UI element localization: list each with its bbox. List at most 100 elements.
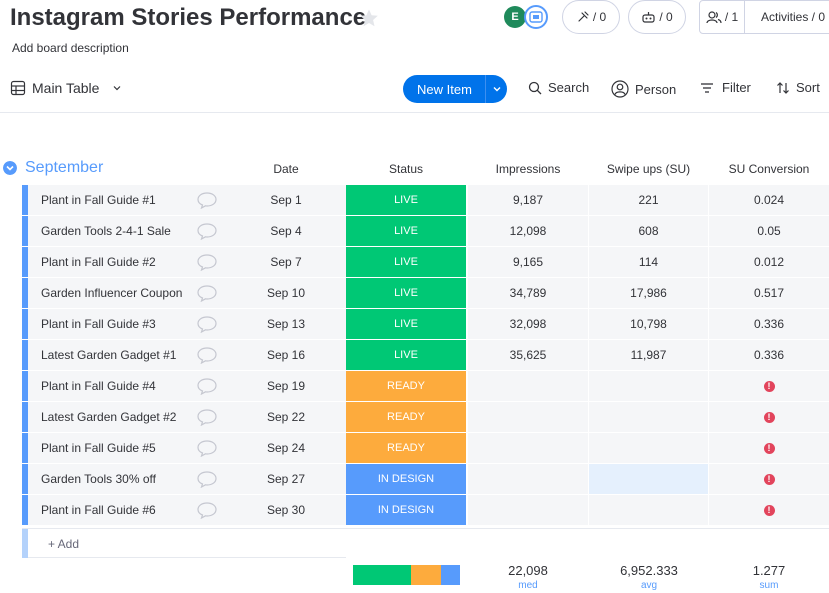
status-cell[interactable]: LIVE bbox=[346, 185, 466, 215]
su-conversion-cell[interactable]: ! bbox=[709, 371, 829, 401]
error-icon[interactable]: ! bbox=[763, 504, 775, 516]
status-summary-bar[interactable] bbox=[353, 565, 460, 585]
swipe-ups-cell[interactable]: 11,987 bbox=[589, 340, 708, 370]
comment-bubble-icon[interactable] bbox=[196, 439, 218, 457]
status-cell[interactable]: LIVE bbox=[346, 278, 466, 308]
impressions-cell[interactable]: 34,789 bbox=[468, 278, 588, 308]
impressions-cell[interactable]: 35,625 bbox=[468, 340, 588, 370]
item-name[interactable]: Plant in Fall Guide #2 bbox=[41, 255, 156, 269]
column-header-su-conversion[interactable]: SU Conversion bbox=[728, 162, 810, 176]
item-name-cell[interactable]: Plant in Fall Guide #3 bbox=[28, 309, 226, 339]
status-cell[interactable]: LIVE bbox=[346, 340, 466, 370]
column-header-impressions[interactable]: Impressions bbox=[495, 162, 561, 176]
item-name-cell[interactable]: Plant in Fall Guide #2 bbox=[28, 247, 226, 277]
comment-bubble-icon[interactable] bbox=[196, 315, 218, 333]
comment-bubble-icon[interactable] bbox=[196, 408, 218, 426]
add-item-input[interactable]: + Add bbox=[48, 537, 80, 551]
person-filter-button[interactable]: Person bbox=[611, 80, 676, 98]
table-row[interactable]: Latest Garden Gadget #1 Sep 16 LIVE 35,625 1… bbox=[22, 340, 829, 371]
table-row[interactable]: Plant in Fall Guide #4 Sep 19 READY! bbox=[22, 371, 829, 402]
swipe-ups-cell[interactable]: 10,798 bbox=[589, 309, 708, 339]
new-item-button[interactable]: New Item bbox=[403, 75, 507, 103]
swipe-ups-cell[interactable] bbox=[589, 402, 708, 432]
date-cell[interactable]: Sep 19 bbox=[226, 371, 346, 401]
swipe-ups-summary-label[interactable]: avg bbox=[640, 580, 658, 591]
status-cell[interactable]: READY bbox=[346, 433, 466, 463]
error-icon[interactable]: ! bbox=[763, 380, 775, 392]
status-cell[interactable]: IN DESIGN bbox=[346, 464, 466, 494]
members-button[interactable]: / 1 bbox=[699, 0, 745, 34]
item-name-cell[interactable]: Garden Influencer Coupon bbox=[28, 278, 226, 308]
new-item-dropdown[interactable] bbox=[486, 84, 507, 94]
impressions-cell[interactable]: 32,098 bbox=[468, 309, 588, 339]
su-conversion-cell[interactable]: 0.336 bbox=[709, 340, 829, 370]
table-row[interactable]: Garden Tools 30% off Sep 27 IN DESIGN! bbox=[22, 464, 829, 495]
swipe-ups-cell[interactable] bbox=[589, 433, 708, 463]
comment-bubble-icon[interactable] bbox=[196, 191, 218, 209]
date-cell[interactable]: Sep 1 bbox=[226, 185, 346, 215]
item-name-cell[interactable]: Plant in Fall Guide #1 bbox=[28, 185, 226, 215]
item-name[interactable]: Garden Influencer Coupon bbox=[41, 286, 183, 300]
date-cell[interactable]: Sep 13 bbox=[226, 309, 346, 339]
su-conversion-cell[interactable]: ! bbox=[709, 495, 829, 525]
item-name[interactable]: Plant in Fall Guide #3 bbox=[41, 317, 156, 331]
status-cell[interactable]: READY bbox=[346, 371, 466, 401]
item-name[interactable]: Plant in Fall Guide #6 bbox=[41, 503, 156, 517]
item-name-cell[interactable]: Plant in Fall Guide #6 bbox=[28, 495, 226, 525]
comment-bubble-icon[interactable] bbox=[196, 501, 218, 519]
item-name[interactable]: Garden Tools 30% off bbox=[41, 472, 156, 486]
su-conversion-cell[interactable]: 0.012 bbox=[709, 247, 829, 277]
table-row[interactable]: Plant in Fall Guide #2 Sep 7 LIVE 9,165 114 0… bbox=[22, 247, 829, 278]
comment-bubble-icon[interactable] bbox=[196, 470, 218, 488]
status-cell[interactable]: LIVE bbox=[346, 309, 466, 339]
star-icon[interactable] bbox=[359, 8, 379, 28]
su-conversion-cell[interactable]: ! bbox=[709, 402, 829, 432]
error-icon[interactable]: ! bbox=[763, 411, 775, 423]
table-row[interactable]: Plant in Fall Guide #1 Sep 1 LIVE 9,187 221 0… bbox=[22, 185, 829, 216]
su-conversion-cell[interactable]: 0.517 bbox=[709, 278, 829, 308]
item-name[interactable]: Plant in Fall Guide #4 bbox=[41, 379, 156, 393]
item-name[interactable]: Plant in Fall Guide #1 bbox=[41, 193, 156, 207]
date-cell[interactable]: Sep 30 bbox=[226, 495, 346, 525]
su-conversion-cell[interactable]: ! bbox=[709, 464, 829, 494]
table-row[interactable]: Plant in Fall Guide #6 Sep 30 IN DESIGN! bbox=[22, 495, 829, 526]
error-icon[interactable]: ! bbox=[763, 473, 775, 485]
activities-button[interactable]: Activities / 0 bbox=[745, 0, 829, 34]
su-conversion-cell[interactable]: 0.336 bbox=[709, 309, 829, 339]
item-name-cell[interactable]: Latest Garden Gadget #1 bbox=[28, 340, 226, 370]
integrations-button[interactable]: / 0 bbox=[562, 0, 620, 34]
error-icon[interactable]: ! bbox=[763, 442, 775, 454]
date-cell[interactable]: Sep 27 bbox=[226, 464, 346, 494]
comment-bubble-icon[interactable] bbox=[196, 222, 218, 240]
item-name-cell[interactable]: Plant in Fall Guide #4 bbox=[28, 371, 226, 401]
table-row[interactable]: Latest Garden Gadget #2 Sep 22 READY! bbox=[22, 402, 829, 433]
date-cell[interactable]: Sep 22 bbox=[226, 402, 346, 432]
impressions-cell[interactable]: 9,165 bbox=[468, 247, 588, 277]
search-button[interactable]: Search bbox=[528, 80, 589, 95]
status-cell[interactable]: LIVE bbox=[346, 216, 466, 246]
item-name[interactable]: Plant in Fall Guide #5 bbox=[41, 441, 156, 455]
su-conversion-cell[interactable]: 0.024 bbox=[709, 185, 829, 215]
su-conversion-cell[interactable]: ! bbox=[709, 433, 829, 463]
swipe-ups-cell[interactable] bbox=[589, 371, 708, 401]
date-cell[interactable]: Sep 7 bbox=[226, 247, 346, 277]
item-name[interactable]: Latest Garden Gadget #2 bbox=[41, 410, 177, 424]
swipe-ups-cell[interactable] bbox=[589, 464, 708, 494]
item-name[interactable]: Garden Tools 2-4-1 Sale bbox=[41, 224, 171, 238]
date-cell[interactable]: Sep 4 bbox=[226, 216, 346, 246]
swipe-ups-cell[interactable]: 608 bbox=[589, 216, 708, 246]
status-cell[interactable]: READY bbox=[346, 402, 466, 432]
swipe-ups-cell[interactable]: 221 bbox=[589, 185, 708, 215]
column-header-swipe-ups[interactable]: Swipe ups (SU) bbox=[606, 162, 691, 176]
impressions-cell[interactable] bbox=[468, 402, 588, 432]
board-title[interactable]: Instagram Stories Performance bbox=[10, 4, 367, 31]
guest-avatar-icon[interactable] bbox=[524, 5, 548, 29]
add-item-row[interactable]: + Add bbox=[22, 528, 346, 558]
date-cell[interactable]: Sep 16 bbox=[226, 340, 346, 370]
avatar[interactable]: E bbox=[504, 6, 526, 28]
item-name-cell[interactable]: Latest Garden Gadget #2 bbox=[28, 402, 226, 432]
status-cell[interactable]: IN DESIGN bbox=[346, 495, 466, 525]
impressions-cell[interactable]: 9,187 bbox=[468, 185, 588, 215]
table-row[interactable]: Garden Influencer Coupon Sep 10 LIVE 34,789… bbox=[22, 278, 829, 309]
comment-bubble-icon[interactable] bbox=[196, 253, 218, 271]
